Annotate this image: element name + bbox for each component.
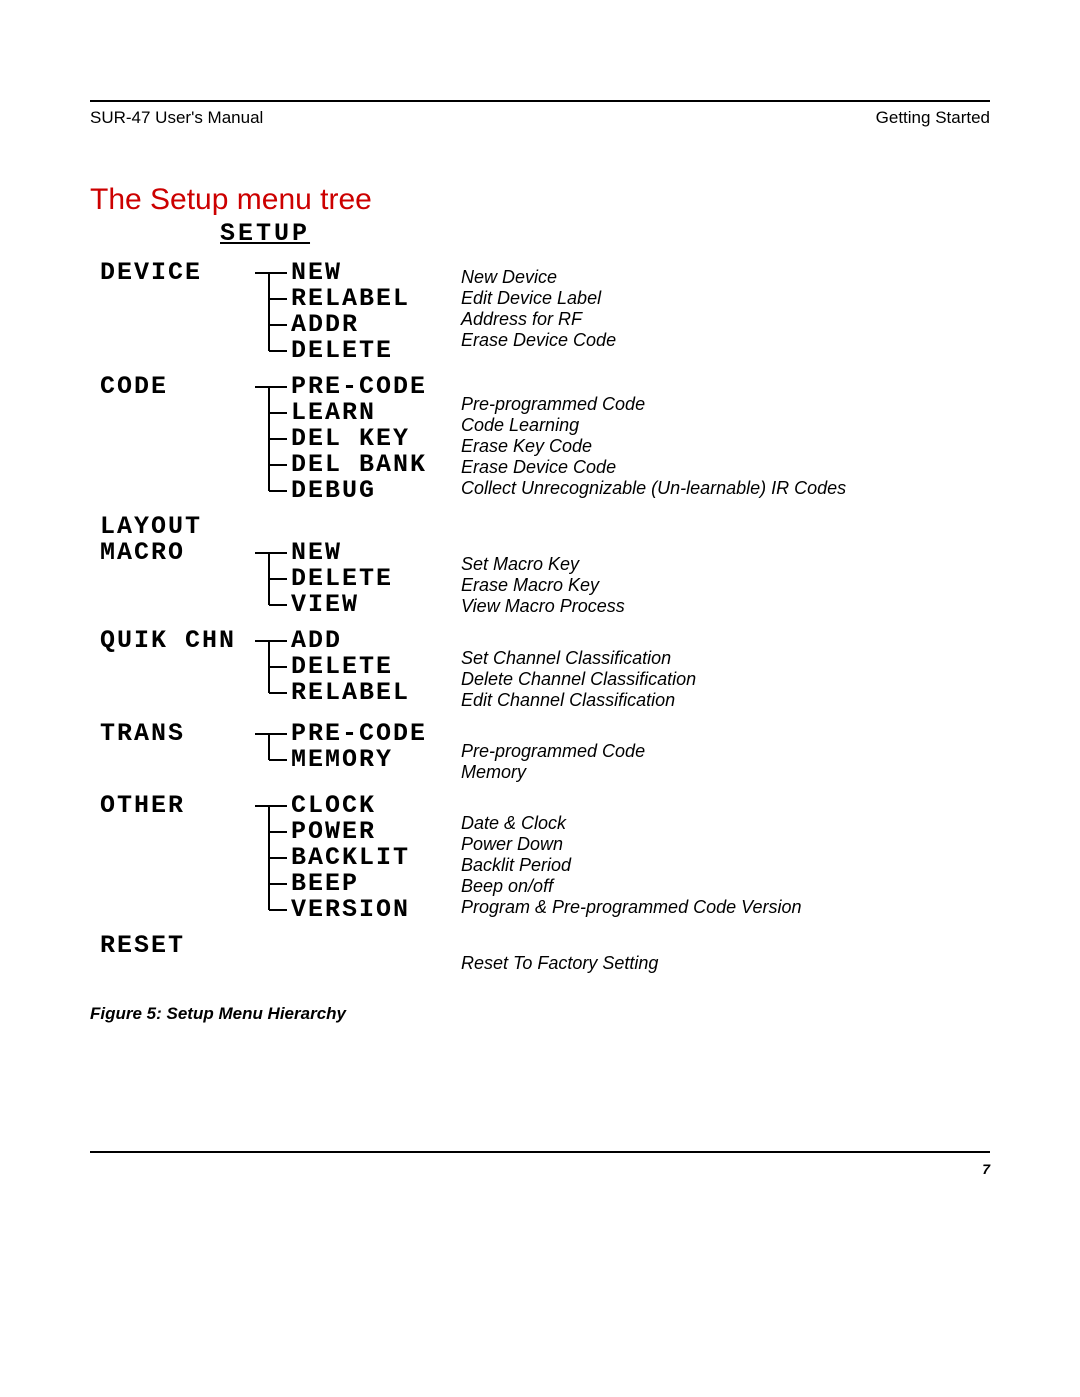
- sub-menu-item: DELETE: [291, 566, 461, 592]
- description-item: Pre-programmed Code: [461, 394, 846, 415]
- description-item: New Device: [461, 267, 616, 288]
- page-number: 7: [90, 1161, 990, 1177]
- main-menu-item: OTHER: [100, 793, 255, 819]
- bottom-rule: [90, 1151, 990, 1153]
- tree-section: QUIK CHN ADDDELETERELABELSet Channel Clas…: [100, 628, 990, 711]
- main-menu-item: LAYOUT: [100, 514, 255, 540]
- sub-menu-item: VIEW: [291, 592, 461, 618]
- section-title: The Setup menu tree: [90, 183, 990, 217]
- sub-menu-item: DEBUG: [291, 478, 461, 504]
- description-item: Erase Device Code: [461, 330, 616, 351]
- tree-section: RESET Reset To Factory Setting: [100, 933, 990, 974]
- description-item: Set Channel Classification: [461, 648, 696, 669]
- main-menu-item: DEVICE: [100, 260, 255, 286]
- sub-menu-item: CLOCK: [291, 793, 461, 819]
- sub-menu-item: PRE-CODE: [291, 374, 461, 400]
- sub-menu-item: RELABEL: [291, 680, 461, 706]
- description-item: Program & Pre-programmed Code Version: [461, 897, 801, 918]
- main-menu-item: TRANS: [100, 721, 255, 747]
- main-menu-item: QUIK CHN: [100, 628, 255, 654]
- page: SUR-47 User's Manual Getting Started The…: [0, 0, 1080, 1237]
- sub-menu-item: MEMORY: [291, 747, 461, 773]
- top-rule: [90, 100, 990, 102]
- setup-root-label: SETUP: [220, 219, 990, 248]
- description-col: Reset To Factory Setting: [461, 933, 658, 974]
- description-col: Set Channel ClassificationDelete Channel…: [461, 628, 696, 711]
- main-menu-item: MACRO: [100, 540, 255, 566]
- sub-menu-col: PRE-CODELEARNDEL KEYDEL BANKDEBUG: [291, 374, 461, 504]
- sub-menu-item: DELETE: [291, 654, 461, 680]
- tree-section: DEVICENEWRELABELADDRDELETENew DeviceEdit…: [100, 260, 990, 364]
- sub-menu-item: BEEP: [291, 871, 461, 897]
- sub-menu-item: DELETE: [291, 338, 461, 364]
- description-col: Pre-programmed CodeMemory: [461, 721, 645, 783]
- description-item: View Macro Process: [461, 596, 625, 617]
- description-item: Edit Channel Classification: [461, 690, 696, 711]
- description-col: Set Macro KeyErase Macro KeyView Macro P…: [461, 540, 625, 617]
- sub-menu-item: RELABEL: [291, 286, 461, 312]
- description-item: Memory: [461, 762, 645, 783]
- figure-caption: Figure 5: Setup Menu Hierarchy: [90, 1004, 990, 1024]
- sub-menu-item: ADDR: [291, 312, 461, 338]
- tree-section: CODEPRE-CODELEARNDEL KEYDEL BANKDEBUGPre…: [100, 374, 990, 504]
- page-footer: 7: [90, 1151, 990, 1177]
- menu-tree: DEVICENEWRELABELADDRDELETENew DeviceEdit…: [100, 260, 990, 974]
- description-col: Pre-programmed CodeCode LearningErase Ke…: [461, 374, 846, 499]
- header-right: Getting Started: [876, 108, 990, 128]
- description-item: Set Macro Key: [461, 554, 625, 575]
- description-item: Code Learning: [461, 415, 846, 436]
- description-item: Pre-programmed Code: [461, 741, 645, 762]
- description-item: Reset To Factory Setting: [461, 953, 658, 974]
- sub-menu-item: PRE-CODE: [291, 721, 461, 747]
- description-item: Erase Device Code: [461, 457, 846, 478]
- description-item: Beep on/off: [461, 876, 801, 897]
- description-item: Erase Macro Key: [461, 575, 625, 596]
- description-item: Power Down: [461, 834, 801, 855]
- sub-menu-item: POWER: [291, 819, 461, 845]
- sub-menu-item: DEL BANK: [291, 452, 461, 478]
- description-item: Edit Device Label: [461, 288, 616, 309]
- sub-menu-item: NEW: [291, 540, 461, 566]
- sub-menu-item: ADD: [291, 628, 461, 654]
- tree-section: LAYOUT: [100, 514, 990, 540]
- description-item: Delete Channel Classification: [461, 669, 696, 690]
- tree-section: MACRO NEWDELETEVIEWSet Macro KeyErase Mac…: [100, 540, 990, 618]
- description-item: Date & Clock: [461, 813, 801, 834]
- sub-menu-item: DEL KEY: [291, 426, 461, 452]
- header-row: SUR-47 User's Manual Getting Started: [90, 108, 990, 128]
- sub-menu-item: BACKLIT: [291, 845, 461, 871]
- sub-menu-item: VERSION: [291, 897, 461, 923]
- description-item: Erase Key Code: [461, 436, 846, 457]
- sub-menu-col: CLOCKPOWERBACKLITBEEPVERSION: [291, 793, 461, 923]
- description-col: Date & ClockPower DownBacklit PeriodBeep…: [461, 793, 801, 918]
- main-menu-item: CODE: [100, 374, 255, 400]
- sub-menu-col: NEWDELETEVIEW: [291, 540, 461, 618]
- header-left: SUR-47 User's Manual: [90, 108, 263, 128]
- main-menu-item: RESET: [100, 933, 255, 959]
- description-item: Collect Unrecognizable (Un-learnable) IR…: [461, 478, 846, 499]
- sub-menu-col: PRE-CODEMEMORY: [291, 721, 461, 773]
- sub-menu-col: NEWRELABELADDRDELETE: [291, 260, 461, 364]
- sub-menu-item: LEARN: [291, 400, 461, 426]
- sub-menu-col: ADDDELETERELABEL: [291, 628, 461, 706]
- description-col: New DeviceEdit Device LabelAddress for R…: [461, 260, 616, 351]
- tree-section: TRANS PRE-CODEMEMORYPre-programmed CodeMe…: [100, 721, 990, 783]
- sub-menu-item: NEW: [291, 260, 461, 286]
- description-item: Address for RF: [461, 309, 616, 330]
- description-item: Backlit Period: [461, 855, 801, 876]
- tree-section: OTHERCLOCKPOWERBACKLITBEEPVERSIONDate & …: [100, 793, 990, 923]
